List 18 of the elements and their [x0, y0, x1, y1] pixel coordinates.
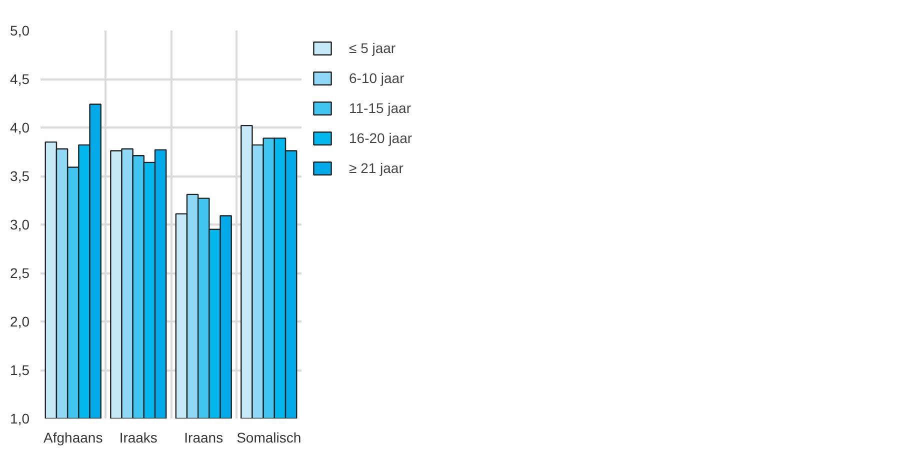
x-tick-label: Afghaans — [44, 430, 103, 446]
legend-label: ≥ 21 jaar — [349, 160, 404, 176]
legend-label: 11-15 jaar — [349, 100, 412, 116]
y-tick-label: 5,0 — [10, 22, 30, 38]
y-tick-label: 1,0 — [10, 410, 30, 426]
y-tick-label: 4,0 — [10, 120, 30, 136]
y-tick-label: 1,5 — [10, 362, 30, 378]
y-tick-label: 2,0 — [10, 314, 30, 330]
y-tick-label: 3,5 — [10, 168, 30, 184]
x-tick-label: Iraaks — [119, 430, 158, 446]
legend-label: 16-20 jaar — [349, 130, 412, 146]
legend-label: ≤ 5 jaar — [349, 40, 396, 56]
y-tick-label: 3,0 — [10, 216, 30, 232]
y-tick-label: 2,5 — [10, 265, 30, 281]
x-tick-label: Somalisch — [236, 430, 302, 446]
x-tick-label: Iraans — [184, 430, 224, 446]
legend-label: 6-10 jaar — [349, 70, 404, 86]
y-tick-label: 4,5 — [10, 71, 30, 87]
